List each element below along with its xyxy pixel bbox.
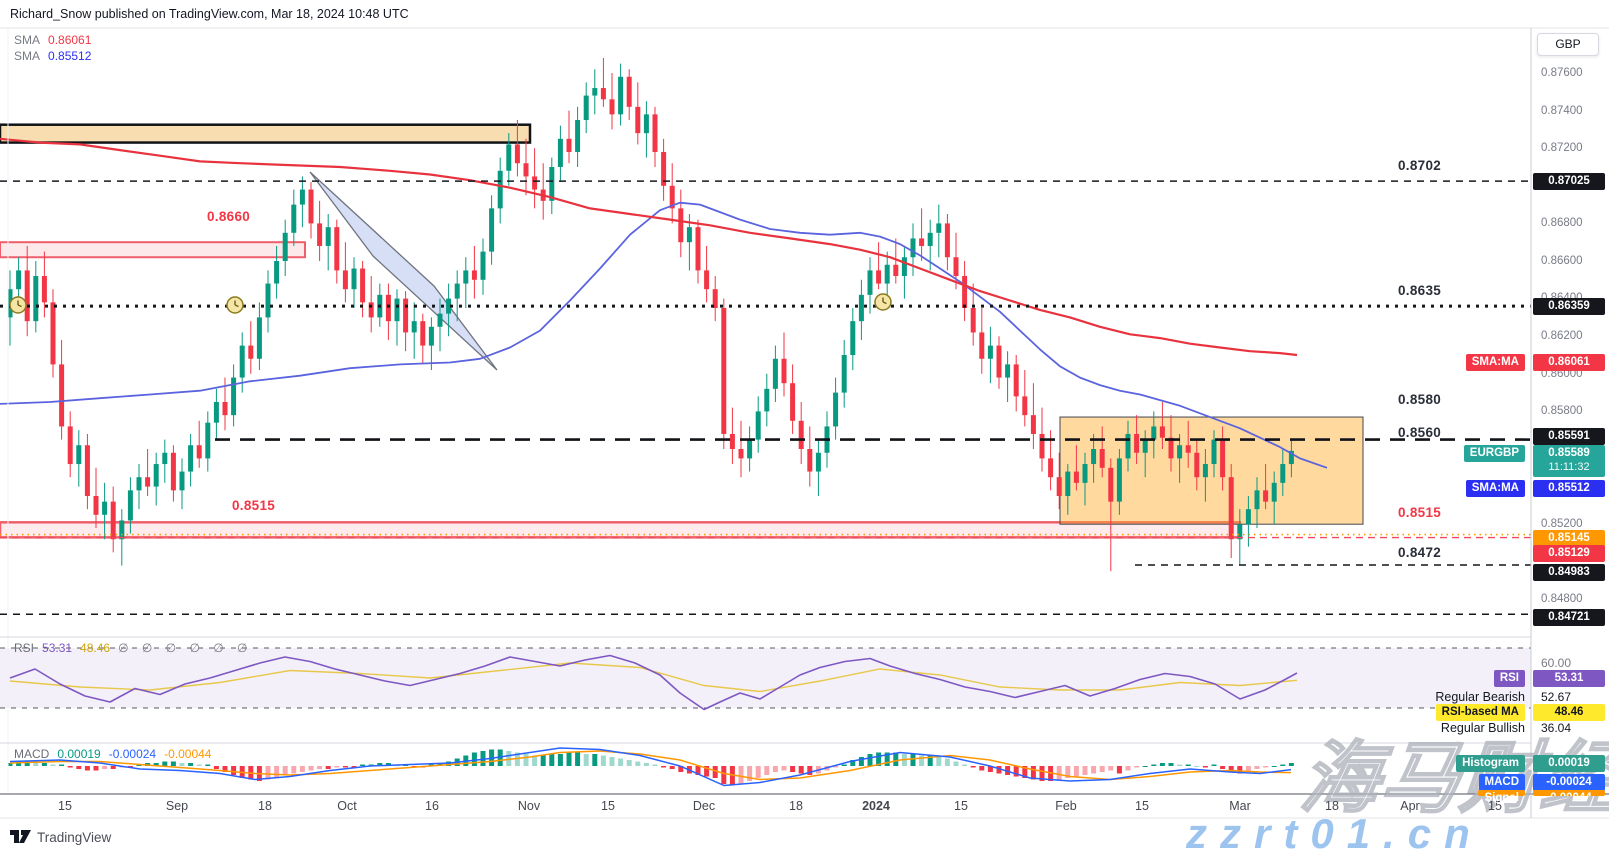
price-badge: 0.84983 <box>1533 563 1605 581</box>
price-tick: 0.87600 <box>1541 67 1583 79</box>
macd-signal-value: -0.00044 <box>164 747 212 761</box>
indicator-row-value: 60.00 <box>1541 655 1572 670</box>
indicator-row-label: Regular Bearish <box>1435 689 1525 704</box>
sma-legend-1: SMA 0.86061 <box>14 33 91 47</box>
price-tick: 0.86000 <box>1541 368 1583 380</box>
rsi-empty-values: ∅ ∅ ∅ ∅ ∅ ∅ <box>118 641 253 655</box>
axis-chip: SMA:MA <box>1465 353 1525 371</box>
indicator-row-value: 52.67 <box>1541 689 1572 704</box>
price-level-label: 0.8702 <box>1398 158 1442 173</box>
price-badge-countdown: 11:11:32 <box>1548 461 1590 473</box>
price-badge: 0.86359 <box>1533 297 1605 315</box>
rsi-ma-value: 48.46 <box>80 641 111 655</box>
time-axis-label: Mar <box>1229 799 1251 813</box>
time-axis-label: 18 <box>789 799 803 813</box>
currency-toggle-button[interactable]: GBP <box>1537 33 1599 56</box>
indicator-row-chip: RSI <box>1493 669 1525 687</box>
sma-legend-2: SMA 0.85512 <box>14 49 91 63</box>
price-tick: 0.84800 <box>1541 593 1583 605</box>
sma2-label: SMA <box>14 49 41 63</box>
time-axis-label: Nov <box>517 799 541 813</box>
price-badge: 0.85512 <box>1533 479 1605 497</box>
indicator-row-chip: Signal <box>1478 789 1525 804</box>
axis-chip: EURGBP <box>1463 444 1525 462</box>
price-level-label: 0.8515 <box>232 498 276 513</box>
axis-chip: SMA:MA <box>1465 479 1525 497</box>
price-badge: 0.84721 <box>1533 608 1605 626</box>
price-level-label: 0.8560 <box>1398 425 1442 440</box>
rsi-value: 53.31 <box>42 641 73 655</box>
time-axis-label: 18 <box>258 799 272 813</box>
time-axis-label: 18 <box>1325 799 1339 813</box>
time-axis-label: 15 <box>1488 799 1502 813</box>
price-badge-value: 0.85145 <box>1548 531 1590 544</box>
price-level-label: 0.8472 <box>1398 545 1442 560</box>
price-badge: 0.85591 <box>1533 427 1605 445</box>
time-axis-label: 15 <box>954 799 968 813</box>
time-axis-label: 15 <box>1135 799 1149 813</box>
sma1-value: 0.86061 <box>48 33 92 47</box>
price-level-label: 0.8660 <box>207 209 251 224</box>
indicator-row-chip: Histogram <box>1456 754 1525 772</box>
price-tick: 0.85800 <box>1541 405 1583 417</box>
price-badge-value: 0.84721 <box>1548 610 1590 623</box>
price-level-label: 0.8635 <box>1398 283 1442 298</box>
price-badge-value: 0.85129 <box>1548 546 1590 559</box>
indicator-row-value: -0.00044 <box>1533 789 1605 796</box>
price-badge-value: 0.87025 <box>1548 174 1590 187</box>
price-badge-value: 0.86359 <box>1548 299 1590 312</box>
price-badge: 0.86061 <box>1533 353 1605 371</box>
price-tick: 0.87400 <box>1541 105 1583 117</box>
price-badge-value: 0.85591 <box>1548 429 1590 442</box>
price-tick: 0.86200 <box>1541 330 1583 342</box>
publish-info: Richard_Snow published on TradingView.co… <box>10 7 409 21</box>
price-badge-value: 0.85589 <box>1548 447 1590 459</box>
price-badge: 0.85145 <box>1533 529 1605 547</box>
price-tick: 0.86600 <box>1541 255 1583 267</box>
price-tick: 0.86800 <box>1541 217 1583 229</box>
time-axis-label: 16 <box>425 799 439 813</box>
time-axis-label: Oct <box>337 799 357 813</box>
time-axis-label: Feb <box>1055 799 1077 813</box>
tradingview-logo-icon <box>10 830 31 843</box>
time-axis-label: Sep <box>165 799 189 813</box>
macd-label: MACD <box>14 747 50 761</box>
macd-legend: MACD 0.00019 -0.00024 -0.00044 <box>14 747 211 761</box>
price-level-label: 0.8515 <box>1398 505 1442 520</box>
indicator-row-value: 36.04 <box>1541 720 1572 735</box>
price-badge-value: 0.86061 <box>1548 355 1590 368</box>
time-axis-label: 15 <box>58 799 72 813</box>
indicator-row-value: -0.00024 <box>1533 773 1605 791</box>
time-axis-label: 2024 <box>862 799 890 813</box>
tradingview-logo-text: TradingView <box>37 830 112 845</box>
time-axis-label: 15 <box>601 799 615 813</box>
price-badge-value: 0.85512 <box>1548 481 1590 494</box>
indicator-row-chip: RSI-based MA <box>1435 703 1525 721</box>
sma1-label: SMA <box>14 33 41 47</box>
macd-line-value: -0.00024 <box>108 747 157 761</box>
price-badge-value: 0.84983 <box>1548 565 1590 578</box>
indicator-row-value: 0.00019 <box>1533 754 1605 772</box>
indicator-row-label: Regular Bullish <box>1440 720 1525 735</box>
price-level-label: 0.8580 <box>1398 392 1442 407</box>
time-axis-label: Dec <box>692 799 716 813</box>
rsi-legend: RSI 53.31 48.46 ∅ ∅ ∅ ∅ ∅ ∅ <box>14 641 252 655</box>
rsi-label: RSI <box>14 641 35 655</box>
site-watermark: zzrt01.cn <box>1186 810 1483 857</box>
indicator-row-chip: MACD <box>1478 773 1525 791</box>
indicator-row-value: 53.31 <box>1533 669 1605 687</box>
indicator-row-value: 48.46 <box>1533 703 1605 721</box>
price-badge: 0.87025 <box>1533 172 1605 190</box>
price-badge: 0.85129 <box>1533 544 1605 562</box>
time-axis-label: Apr <box>1400 799 1420 813</box>
tradingview-logo[interactable]: TradingView <box>10 830 111 845</box>
price-tick: 0.87200 <box>1541 142 1583 154</box>
macd-hist-value: 0.00019 <box>57 747 101 761</box>
price-tick: 0.85200 <box>1541 518 1583 530</box>
sma2-value: 0.85512 <box>48 49 92 63</box>
price-badge: 0.85589 11:11:32 <box>1533 445 1605 477</box>
